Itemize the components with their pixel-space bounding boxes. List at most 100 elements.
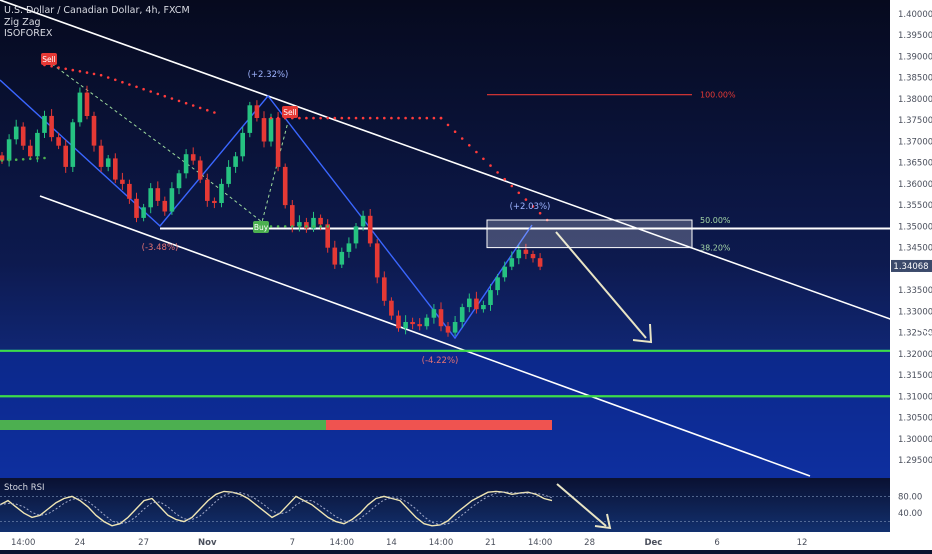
candle-body [35,132,40,157]
isoforex-dot-red [319,116,322,120]
isoforex-dot-red [489,164,492,167]
zigzag-line [0,79,533,340]
isoforex-dot-red [524,198,528,201]
isoforex-dot-red [142,87,145,91]
isoforex-dot-red [361,116,365,120]
y-tick-label: 1.37500 [898,116,932,126]
isoforex-dot-green [36,157,39,160]
isoforex-dot-green [312,225,315,228]
candle-body [176,173,182,189]
isoforex-dot-red [78,70,82,73]
y-tick-label: 1.35500 [898,201,932,211]
isoforex-dot-green [0,159,4,162]
candle-body [389,300,394,316]
isoforex-dot-red [170,97,174,100]
candle-body [374,243,380,278]
rsi-tick-label: 40.00 [898,509,922,519]
candle-body [254,105,260,118]
isoforex-dot-red [191,104,195,107]
fib-label-38: 38.20% [700,244,731,253]
isoforex-dot-green [319,225,322,228]
candle-body [396,315,401,329]
candle-body [56,137,61,146]
isoforex-dot-red [446,123,450,127]
candle-body [42,115,47,133]
x-tick-label: 7 [290,538,295,548]
isoforex-dot-red [305,116,308,120]
candle-body [212,200,217,203]
candle-body [105,158,111,167]
isoforex-dot-red [496,171,499,174]
indicator-zigzag-label[interactable]: Zig Zag [4,16,41,28]
signal-badge [41,53,57,65]
isoforex-dot-green [7,158,11,162]
candle-body [452,322,458,333]
candle-body [247,105,253,133]
x-tick-label: Dec [644,538,662,548]
candle-body [417,324,422,327]
candle-body [226,166,231,184]
candle-body [28,145,33,157]
candle-body [77,92,83,123]
candle-body [297,222,302,227]
candle-body [190,154,196,161]
isoforex-dot-green [29,157,32,161]
isoforex-dot-red [418,116,422,120]
last-price-label: 1.34068 [893,262,928,272]
signal-badge [282,106,298,118]
candle-body [495,277,500,291]
candle-body [509,258,515,267]
isoforex-dot-red [64,67,67,71]
isoforex-dot-red [184,101,188,105]
isoforex-dot-red [114,78,117,82]
candle-body [240,132,245,157]
candle-body [332,247,338,265]
isoforex-dot-red [57,66,60,69]
candle-body [113,158,118,180]
isoforex-dot-red [432,116,436,120]
y-tick-label: 1.33000 [898,307,932,317]
x-tick-label: Nov [198,538,217,548]
candle-body [467,298,472,308]
candle-body [219,183,224,203]
chart-header: U.S. Dollar / Canadian Dollar, 4h, FXCM … [4,5,190,40]
candle-body [346,243,352,252]
indicator-isoforex-label[interactable]: ISOFOREX [4,28,53,39]
x-tick-label: 27 [138,538,149,548]
candle-body [488,290,493,305]
y-tick-label: 1.38000 [898,95,932,105]
isoforex-dot-red [156,92,160,96]
isoforex-dot-red [177,99,181,103]
rsi-tick-label: 80.00 [898,492,922,502]
y-tick-label: 1.30000 [898,435,932,445]
isoforex-dot-red [531,205,535,208]
isoforex-dot-red [92,72,96,76]
time-axis-background [0,532,890,550]
candle-body [481,305,486,310]
isoforex-dot-red [149,90,152,93]
isoforex-dot-red [460,137,464,140]
candle-body [282,166,288,206]
candle-body [410,322,415,325]
y-tick-label: 1.32500 [898,329,932,339]
green-bar [0,420,326,430]
candle-body [318,217,323,225]
y-tick-label: 1.39000 [898,53,932,63]
candle-body [367,215,373,244]
y-tick-label: 1.37000 [898,137,932,147]
x-tick-label: 6 [714,538,719,548]
signal-label: Sell [283,108,297,117]
isoforex-dot-red [503,177,507,181]
isoforex-dot-red [538,211,542,215]
y-tick-label: 1.40000 [898,10,932,20]
isoforex-dot-red [85,71,89,74]
symbol-title[interactable]: U.S. Dollar / Canadian Dollar, 4h, FXCM [4,5,190,16]
x-tick-label: 14:00 [11,538,36,548]
candle-body [197,160,203,180]
x-tick-label: 12 [797,538,808,548]
x-tick-label: 14:00 [528,538,553,548]
isoforex-dot-green [276,225,280,228]
candle-body [49,115,54,138]
